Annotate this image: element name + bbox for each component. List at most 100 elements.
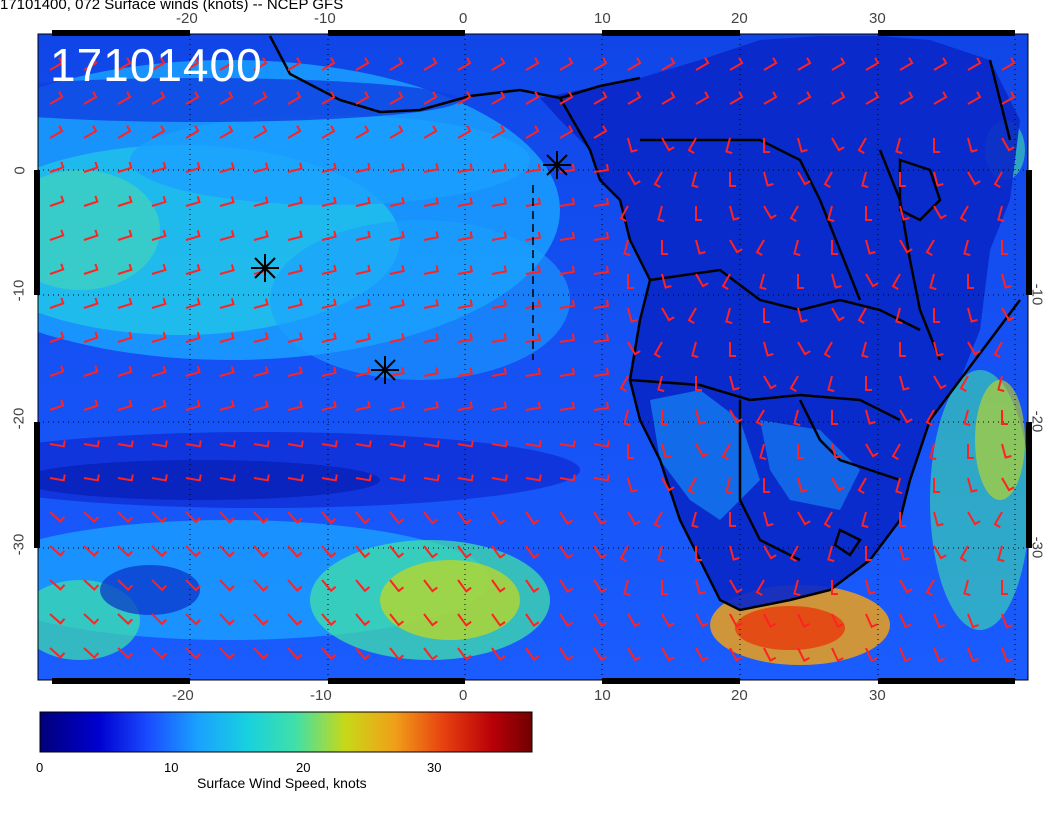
wind-barb — [797, 171, 811, 186]
wind-barb — [287, 332, 303, 343]
wind-barb — [899, 172, 906, 187]
wind-barb — [117, 647, 134, 660]
wind-barb — [967, 341, 981, 356]
wind-barb — [355, 400, 371, 411]
wind-barb — [355, 91, 370, 105]
wind-barb — [83, 91, 98, 105]
wind-barb — [661, 477, 675, 492]
wind-barb — [185, 545, 201, 558]
wind-barb — [219, 647, 235, 660]
wind-barb — [899, 239, 913, 254]
wind-barb — [219, 264, 235, 275]
wind-barb — [457, 647, 472, 661]
wind-barb — [959, 375, 969, 392]
wind-barbs — [49, 57, 1016, 663]
wind-barb — [661, 91, 676, 105]
wind-barb — [151, 57, 166, 71]
wind-barb — [619, 205, 629, 222]
figure-title: 17101400, 072 Surface winds (knots) -- N… — [0, 0, 344, 13]
wind-barb — [355, 57, 370, 71]
wind-barb — [933, 91, 948, 105]
wind-barb — [593, 125, 608, 139]
wind-barb — [865, 647, 878, 663]
wind-barb — [83, 545, 100, 557]
wind-barb — [861, 341, 869, 359]
wind-barb — [525, 647, 540, 661]
wind-barb — [355, 298, 371, 309]
wind-barb — [1001, 647, 1013, 663]
wind-barb — [457, 474, 474, 482]
wind-barb — [967, 137, 978, 153]
date-stamp: 17101400 — [50, 39, 263, 91]
wind-barb — [559, 333, 575, 343]
wind-barb — [593, 440, 610, 448]
wind-barb — [185, 230, 201, 241]
asterisk-marker — [251, 254, 279, 282]
wind-barb — [219, 91, 234, 105]
wind-barb — [831, 273, 842, 289]
wind-barb — [151, 474, 168, 482]
wind-barb — [899, 613, 912, 629]
colorbar-tick-label: 30 — [427, 760, 442, 775]
left-lat-label: -10 — [10, 279, 28, 302]
wind-barb — [695, 443, 709, 458]
wind-barb — [729, 375, 740, 391]
asterisk-marker — [543, 151, 571, 179]
wind-barb — [253, 366, 269, 377]
wind-barb — [185, 125, 200, 139]
wind-barb — [559, 265, 575, 275]
wind-barb — [355, 366, 371, 377]
wind-barb — [525, 163, 541, 173]
wind-barb — [1001, 91, 1016, 105]
wind-barb — [83, 647, 100, 659]
wind-barb — [661, 57, 676, 71]
wind-barb — [389, 125, 404, 139]
wind-barb — [49, 365, 65, 377]
bottom-lon-label: 0 — [459, 687, 468, 704]
wind-barb — [49, 263, 65, 275]
wind-barb — [423, 367, 439, 377]
wind-barb — [755, 239, 765, 256]
wind-barb — [559, 401, 575, 411]
wind-barb — [691, 341, 699, 359]
wind-barb — [49, 331, 65, 343]
wind-barb — [287, 162, 303, 173]
wind-barb — [287, 57, 302, 71]
wind-barb — [687, 307, 697, 324]
top-lon-label: 10 — [594, 10, 611, 27]
wind-barb — [389, 545, 405, 559]
wind-barb — [967, 511, 981, 526]
wind-barb — [457, 91, 472, 105]
wind-barb — [627, 613, 641, 628]
wind-barb — [797, 511, 811, 526]
wind-barb — [389, 613, 405, 627]
wind-barb — [899, 342, 906, 357]
colorbar-tick-label: 0 — [36, 760, 44, 775]
wind-barb — [593, 57, 608, 71]
wind-barb — [593, 197, 610, 207]
wind-barb — [831, 137, 845, 152]
wind-barb — [355, 613, 371, 627]
wind-barb — [423, 440, 440, 448]
wind-barb — [83, 511, 100, 523]
bottom-lon-label: 10 — [594, 687, 611, 704]
wind-barb — [729, 647, 743, 662]
wind-barb — [491, 474, 508, 482]
wind-barb — [253, 613, 269, 626]
wind-barb — [117, 297, 133, 309]
wind-barb — [117, 125, 132, 139]
wind-barb — [219, 125, 234, 139]
wind-barb — [355, 332, 371, 343]
wind-barb — [389, 579, 405, 593]
top-lon-label: 30 — [869, 10, 886, 27]
wind-barb — [151, 365, 167, 377]
wind-barb — [219, 162, 235, 173]
wind-barb — [789, 375, 799, 392]
wind-barb — [933, 647, 946, 663]
wind-barb — [457, 333, 473, 343]
wind-barb — [763, 613, 777, 628]
wind-barb — [355, 474, 372, 482]
wind-barb — [933, 511, 944, 527]
wind-barb — [321, 440, 338, 448]
